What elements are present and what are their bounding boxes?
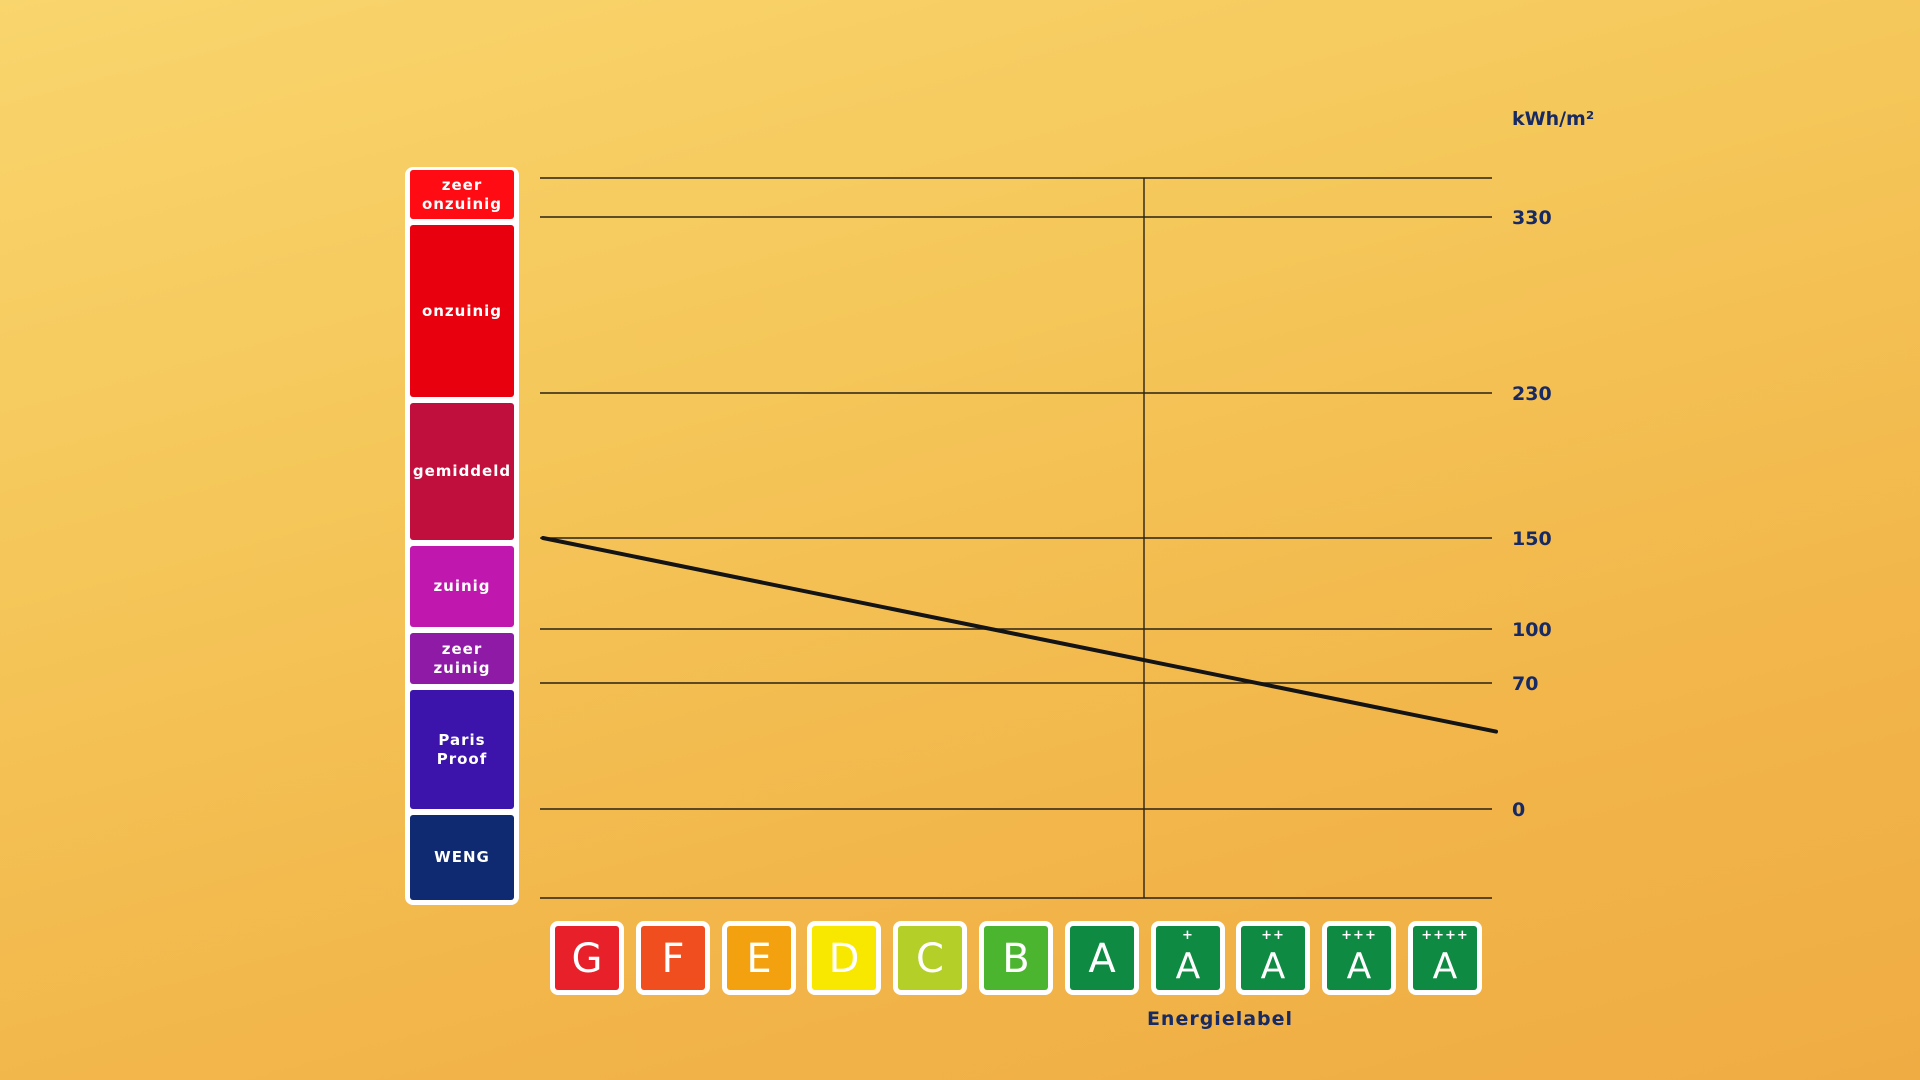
energy-label-d: D	[807, 921, 881, 995]
band-gemiddeld: gemiddeld	[410, 403, 514, 540]
energy-label-swatch: E	[727, 926, 791, 990]
y-tick-label: 150	[1512, 528, 1552, 550]
energy-label-letter: A	[1260, 946, 1286, 987]
energy-label-swatch: C	[898, 926, 962, 990]
band-zeer-onzuinig: zeer onzuinig	[410, 170, 514, 219]
x-axis-title: Energielabel	[1146, 1008, 1294, 1030]
y-tick-label: 0	[1512, 799, 1525, 821]
energy-label-swatch: ++++ A	[1413, 926, 1477, 990]
energy-label-swatch: D	[812, 926, 876, 990]
energy-label-letter: F	[661, 936, 685, 982]
y-unit-label: kWh/m²	[1512, 108, 1595, 130]
band-weng: WENG	[410, 815, 514, 900]
energy-label-letter: A	[1088, 936, 1116, 982]
energy-label-swatch: G	[555, 926, 619, 990]
band-zuinig: zuinig	[410, 546, 514, 627]
y-tick-label: 330	[1512, 207, 1552, 229]
energy-label-swatch: +++ A	[1327, 926, 1391, 990]
energy-label-swatch: A	[1070, 926, 1134, 990]
energy-label-swatch: ++ A	[1241, 926, 1305, 990]
y-tick-label: 230	[1512, 383, 1552, 405]
band-zeer-zuinig: zeer zuinig	[410, 633, 514, 684]
y-tick-label: 70	[1512, 673, 1538, 695]
energy-label-swatch: B	[984, 926, 1048, 990]
energy-label-a-3plus: +++ A	[1322, 921, 1396, 995]
energy-label-plus-marks: ++	[1261, 928, 1285, 943]
series-line	[541, 536, 1498, 734]
energy-label-letter: D	[828, 936, 860, 982]
energy-label-a-2plus: ++ A	[1236, 921, 1310, 995]
energy-label-letter: A	[1432, 946, 1458, 987]
energy-label-a-4plus: ++++ A	[1408, 921, 1482, 995]
energy-label-swatch: F	[641, 926, 705, 990]
energy-label-letter: G	[571, 936, 603, 982]
energy-label-letter: C	[916, 936, 944, 982]
energy-label-f: F	[636, 921, 710, 995]
energy-label-plus-marks: +	[1182, 928, 1194, 943]
y-tick-label: 100	[1512, 619, 1552, 641]
energy-label-b: B	[979, 921, 1053, 995]
energy-label-g: G	[550, 921, 624, 995]
band-onzuinig: onzuinig	[410, 225, 514, 397]
energy-label-plus-marks: ++++	[1421, 928, 1469, 943]
band-paris-proof: Paris Proof	[410, 690, 514, 809]
energy-label-c: C	[893, 921, 967, 995]
energy-label-a: A	[1065, 921, 1139, 995]
energy-label-letter: A	[1346, 946, 1372, 987]
energy-label-plus-marks: +++	[1341, 928, 1377, 943]
energy-label-swatch: + A	[1156, 926, 1220, 990]
energy-label-a-1plus: + A	[1151, 921, 1225, 995]
energy-label-letter: E	[746, 936, 772, 982]
energy-label-letter: A	[1175, 946, 1201, 987]
energy-label-letter: B	[1002, 936, 1030, 982]
energy-label-e: E	[722, 921, 796, 995]
efficiency-band-column: zeer onzuinig onzuinig gemiddeld zuinig zeer…	[405, 167, 519, 905]
